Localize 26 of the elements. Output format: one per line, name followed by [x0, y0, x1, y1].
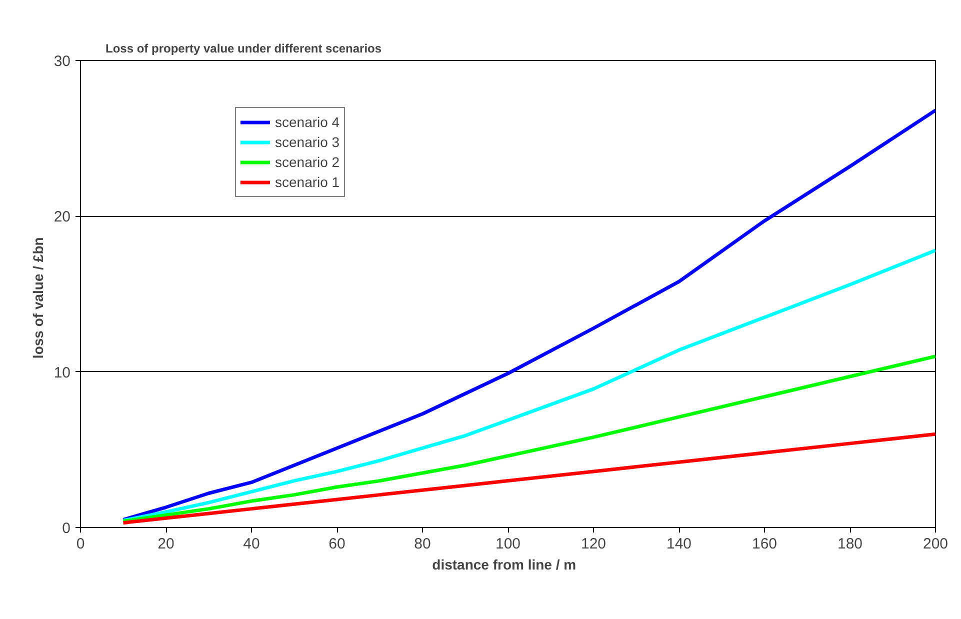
legend-label: scenario 3 [275, 134, 340, 150]
legend-label: scenario 2 [275, 154, 340, 170]
x-tick-label: 120 [580, 536, 606, 552]
x-tick-label: 60 [328, 536, 346, 552]
y-tick-label: 30 [54, 53, 71, 70]
y-tick-label: 10 [54, 364, 71, 382]
y-tick-label: 0 [62, 520, 70, 537]
x-tick-label: 20 [158, 536, 174, 552]
y-tick-label: 20 [54, 208, 71, 226]
chart-title: Loss of property value under different scenarios [106, 42, 382, 56]
line-series [122, 108, 936, 522]
line-series [122, 354, 936, 524]
x-tick-label: 0 [76, 536, 85, 552]
x-tick-label: 180 [837, 536, 863, 552]
x-tick-label: 80 [414, 536, 431, 552]
x-tick-label: 140 [666, 536, 692, 552]
x-tick-label: 100 [495, 536, 521, 552]
x-tick-label: 200 [922, 536, 948, 552]
line-series [122, 432, 936, 525]
legend-label: scenario 4 [275, 114, 340, 130]
x-tick-label: 40 [243, 536, 260, 552]
y-axis-title: loss of value / £bn [30, 237, 46, 359]
line-series [122, 248, 936, 522]
x-tick-label: 160 [752, 536, 778, 552]
legend-label: scenario 1 [275, 174, 340, 190]
x-axis-title: distance from line / m [432, 556, 576, 572]
